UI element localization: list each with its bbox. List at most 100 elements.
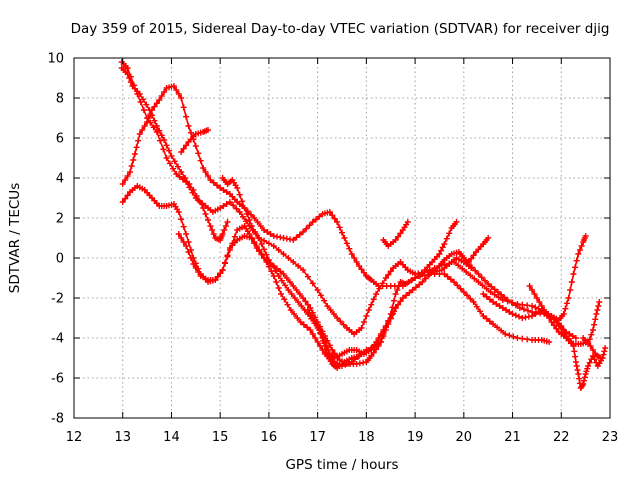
- data-point-marker: [438, 247, 445, 254]
- data-point-marker: [483, 285, 490, 292]
- data-point-marker: [485, 235, 492, 241]
- data-point-marker: [209, 227, 216, 233]
- data-point-marker: [532, 311, 539, 317]
- series-trace: [121, 61, 577, 339]
- data-point-marker: [524, 307, 531, 314]
- data-point-marker: [285, 255, 292, 261]
- data-point-marker: [566, 331, 573, 337]
- data-point-marker: [140, 96, 147, 103]
- data-point-marker: [186, 181, 193, 187]
- data-point-marker: [402, 281, 409, 287]
- data-point-marker: [483, 315, 490, 322]
- data-point-marker: [341, 235, 348, 241]
- data-point-marker: [536, 299, 543, 305]
- data-point-marker: [124, 65, 131, 71]
- data-point-marker: [581, 377, 588, 384]
- data-point-marker: [281, 296, 288, 303]
- data-point-marker: [446, 230, 453, 237]
- data-point-marker: [399, 295, 406, 301]
- y-tick-label: -4: [51, 332, 64, 347]
- x-tick-label: 22: [553, 430, 570, 445]
- data-point-marker: [506, 332, 513, 339]
- data-point-marker: [468, 255, 475, 262]
- data-point-marker: [501, 294, 508, 301]
- data-point-marker: [150, 124, 157, 131]
- data-point-marker: [224, 219, 231, 225]
- data-point-marker: [397, 230, 404, 237]
- data-point-marker: [486, 296, 493, 303]
- data-point-marker: [234, 185, 241, 191]
- data-point-marker: [599, 355, 606, 361]
- data-point-marker: [439, 244, 446, 251]
- data-point-marker: [255, 235, 262, 241]
- data-point-marker: [412, 275, 419, 281]
- data-point-marker: [144, 119, 151, 125]
- data-point-marker: [559, 326, 566, 333]
- data-point-marker: [394, 287, 401, 293]
- data-point-marker: [269, 262, 276, 269]
- data-point-marker: [145, 115, 152, 121]
- data-point-marker: [392, 291, 399, 297]
- data-point-marker: [275, 285, 282, 291]
- data-point-marker: [265, 263, 272, 270]
- data-point-marker: [441, 241, 448, 247]
- data-point-marker: [578, 243, 585, 249]
- data-point-marker: [180, 145, 187, 152]
- data-point-marker: [296, 231, 303, 238]
- data-point-marker: [593, 311, 600, 317]
- data-point-marker: [261, 246, 268, 253]
- data-point-marker: [592, 316, 599, 323]
- data-point-marker: [153, 100, 160, 107]
- data-point-marker: [309, 331, 316, 337]
- data-point-marker: [498, 291, 505, 298]
- data-point-marker: [454, 282, 461, 289]
- y-tick-label: 8: [56, 92, 64, 107]
- data-point-marker: [358, 266, 365, 273]
- data-point-marker: [330, 311, 337, 317]
- data-point-marker: [465, 259, 472, 265]
- data-point-marker: [573, 257, 580, 264]
- data-point-marker: [586, 359, 593, 366]
- data-point-marker: [163, 142, 170, 149]
- data-point-marker: [297, 319, 304, 325]
- data-point-marker: [122, 177, 129, 183]
- data-point-marker: [575, 251, 582, 257]
- data-point-marker: [156, 127, 163, 134]
- data-point-marker: [334, 219, 341, 225]
- x-tick-label: 16: [261, 430, 278, 445]
- data-point-marker: [529, 313, 536, 319]
- series-track-6: [178, 127, 211, 155]
- data-point-marker: [370, 296, 377, 303]
- data-point-marker: [136, 91, 143, 97]
- data-point-marker: [264, 229, 271, 235]
- data-point-marker: [512, 312, 519, 319]
- series-track-4: [119, 183, 553, 367]
- data-point-marker: [160, 146, 167, 153]
- data-point-marker: [224, 252, 231, 259]
- data-point-marker: [516, 305, 523, 311]
- data-point-marker: [205, 173, 211, 179]
- data-point-marker: [180, 239, 187, 245]
- data-point-marker: [220, 203, 227, 209]
- data-point-marker: [316, 213, 323, 220]
- series-track-1: [118, 59, 579, 341]
- x-tick-label: 21: [504, 430, 521, 445]
- data-point-marker: [133, 144, 140, 151]
- data-point-marker: [360, 269, 367, 276]
- data-point-marker: [261, 255, 268, 261]
- data-point-marker: [324, 303, 331, 309]
- data-point-marker: [143, 101, 150, 108]
- data-point-marker: [168, 153, 175, 159]
- data-point-marker: [128, 163, 135, 169]
- data-point-marker: [425, 272, 432, 279]
- data-point-marker: [334, 315, 341, 321]
- data-point-marker: [267, 231, 274, 237]
- data-point-marker: [447, 276, 454, 283]
- data-point-marker: [136, 131, 143, 137]
- data-point-marker: [443, 235, 450, 242]
- data-point-marker: [358, 325, 365, 331]
- data-point-marker: [221, 227, 228, 233]
- data-point-marker: [594, 307, 601, 313]
- data-point-marker: [290, 283, 297, 289]
- data-point-marker: [416, 273, 423, 280]
